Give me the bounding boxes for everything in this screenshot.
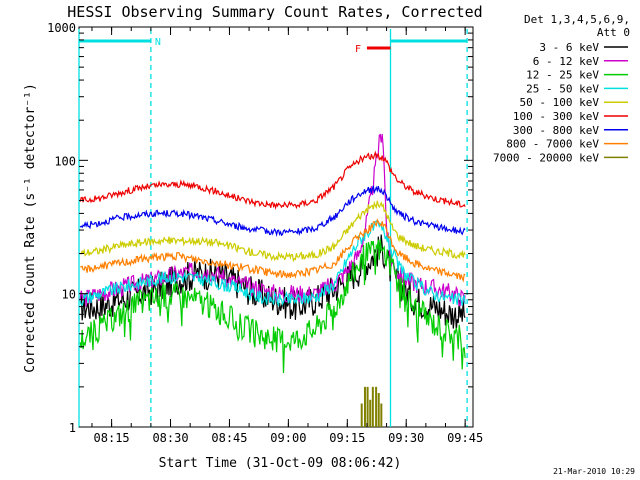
x-tick-label: 09:15: [329, 431, 365, 445]
y-tick-label: 1000: [47, 21, 76, 35]
x-tick-label: 09:00: [270, 431, 306, 445]
legend-label: 100 - 300 keV: [513, 110, 599, 123]
series-line-3: [79, 239, 466, 374]
legend-label: 300 - 800 keV: [513, 124, 599, 137]
y-tick-label: 10: [62, 288, 76, 302]
x-tick-label: 08:30: [152, 431, 188, 445]
series-line-4: [79, 220, 466, 308]
series-line-6: [79, 150, 466, 210]
series-line-1: [79, 234, 466, 330]
observing-flag-bars: NF: [79, 37, 468, 55]
x-tick-label: 09:45: [447, 431, 483, 445]
x-tick-label: 08:15: [94, 431, 130, 445]
series-line-5: [80, 200, 466, 263]
series-lines: [79, 133, 466, 374]
flag-bar-label: F: [355, 44, 361, 55]
timestamp-footer: 21-Mar-2010 10:29: [553, 467, 635, 476]
legend-label: 50 - 100 keV: [520, 96, 600, 109]
legend-label: 6 - 12 keV: [533, 55, 600, 68]
high-energy-bursts: [360, 386, 383, 427]
legend-label: 25 - 50 keV: [526, 82, 599, 95]
x-axis-label: Start Time (31-Oct-09 08:06:42): [159, 456, 402, 471]
series-line-7: [79, 185, 466, 237]
x-tick-label: 09:30: [388, 431, 424, 445]
x-tick-label: 08:45: [211, 431, 247, 445]
legend-label: 7000 - 20000 keV: [493, 151, 599, 164]
legend-title-line-1: Det 1,3,4,5,6,9,: [524, 13, 630, 26]
chart-title: HESSI Observing Summary Count Rates, Cor…: [67, 3, 482, 21]
y-axis-label: Corrected Count Rate (s⁻¹ detector⁻¹): [23, 83, 38, 373]
y-tick-label: 100: [54, 154, 76, 168]
axes: 08:15 08:30 08:45 09:00 09:15 09:30 09:45 1 10 10…: [47, 21, 483, 445]
legend-label: 12 - 25 keV: [526, 69, 599, 82]
plot-border: [78, 26, 474, 428]
legend-title-line-2: Att 0: [597, 26, 630, 39]
y-tick-label: 1: [69, 421, 76, 435]
plot-frame: [78, 26, 474, 428]
series-line-8: [80, 218, 466, 283]
legend-label: 3 - 6 keV: [539, 41, 599, 54]
legend-label: 800 - 7000 keV: [506, 138, 599, 151]
flag-bar-label: N: [155, 37, 161, 48]
vertical-markers: [78, 29, 468, 427]
